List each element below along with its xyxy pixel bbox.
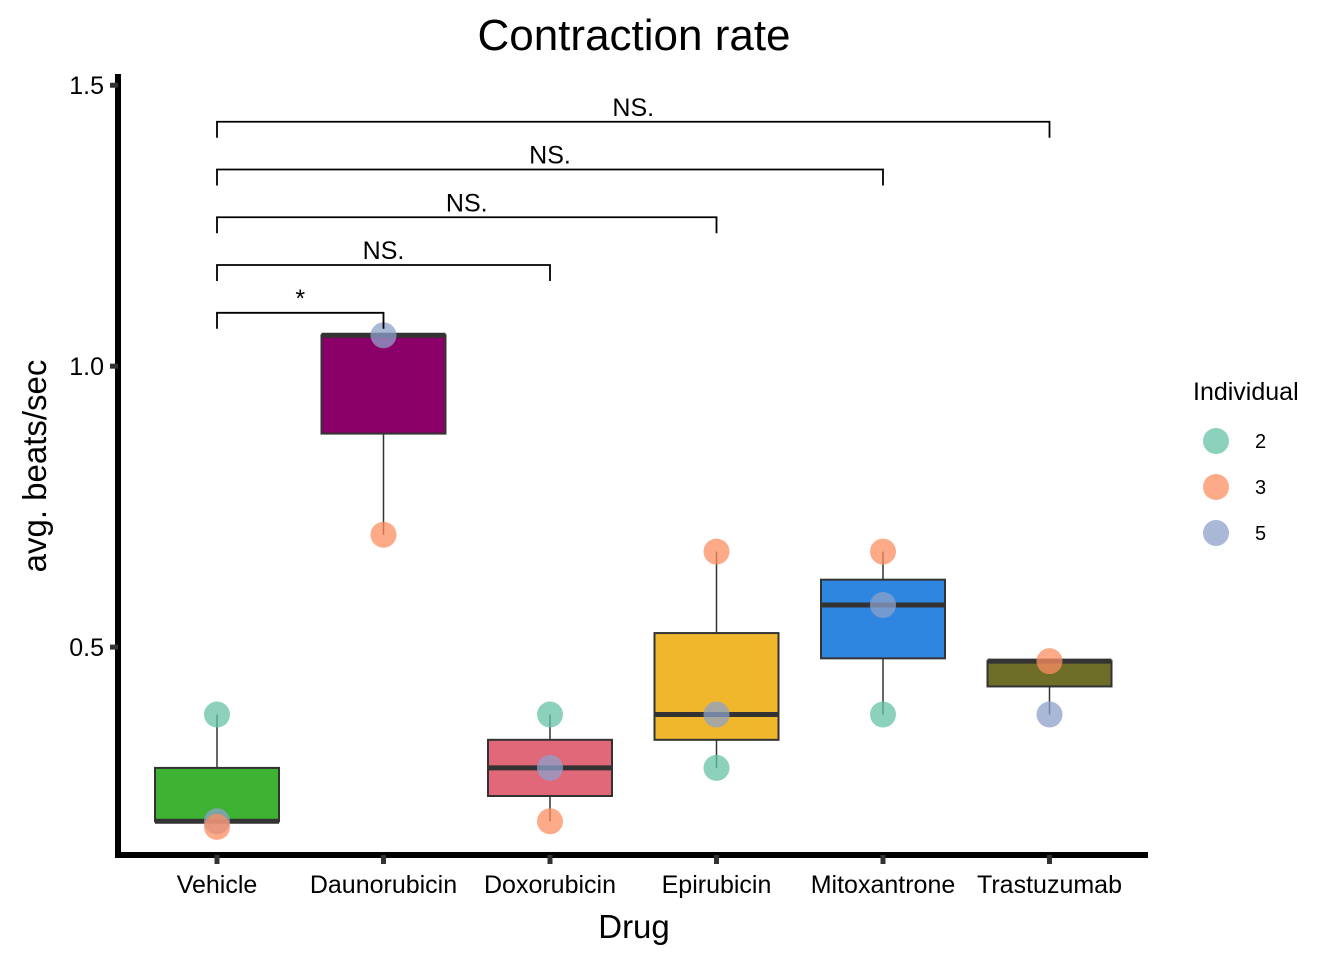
data-point-individual-3	[870, 538, 896, 565]
legend-key-2	[1203, 428, 1229, 454]
significance-bracket	[216, 168, 884, 186]
significance-label: NS.	[529, 142, 571, 170]
x-tick-label: Mitoxantrone	[811, 871, 956, 899]
significance-label: NS.	[446, 189, 488, 217]
data-point-individual-2	[703, 754, 730, 781]
chart-title: Contraction rate	[477, 11, 790, 60]
x-tick-label: Epirubicin	[662, 871, 772, 899]
legend-label: 2	[1255, 431, 1266, 453]
x-tick-label: Trastuzumab	[977, 871, 1122, 899]
legend: Individual 2 3 5	[1193, 378, 1299, 546]
data-point-individual-2	[537, 701, 563, 728]
legend-key-3	[1203, 474, 1229, 500]
box-mitoxantrone	[820, 578, 946, 660]
significance-bracket	[216, 311, 385, 329]
data-point-individual-5	[370, 322, 397, 349]
significance-label: NS.	[363, 237, 405, 265]
y-tick-label: 0.5	[69, 634, 104, 662]
legend-key-5	[1203, 520, 1229, 546]
legend-title: Individual	[1193, 378, 1299, 406]
plot-area: 0.5 1.0 1.5 Vehicle Daunorubicin Doxorubicin E…	[69, 72, 1148, 899]
box-daunorubicin	[320, 334, 447, 435]
data-point-individual-2	[204, 701, 230, 728]
legend-label: 3	[1255, 477, 1266, 499]
data-point-individual-2	[870, 701, 896, 728]
significance-bracket	[216, 264, 551, 282]
data-point-individual-3	[1036, 648, 1063, 675]
significance-label: *	[295, 285, 305, 313]
data-point-individual-3	[703, 538, 730, 565]
y-tick-label: 1.5	[69, 72, 104, 100]
data-point-individual-3	[370, 521, 397, 548]
data-point-individual-5	[1036, 701, 1063, 728]
data-point-individual-3	[537, 808, 563, 835]
significance-label: NS.	[612, 94, 654, 122]
x-tick-label: Daunorubicin	[310, 871, 457, 899]
x-axis-title: Drug	[598, 908, 670, 945]
data-point-individual-5	[870, 591, 896, 618]
significance-bracket	[216, 120, 1051, 138]
data-point-individual-3	[204, 813, 230, 840]
data-point-individual-5	[537, 754, 563, 781]
x-tick-label: Vehicle	[177, 871, 258, 899]
significance-bracket	[216, 216, 718, 234]
y-tick-label: 1.0	[69, 353, 104, 381]
legend-label: 5	[1255, 523, 1266, 545]
y-axis-title: avg. beats/sec	[16, 360, 53, 573]
x-tick-label: Doxorubicin	[484, 871, 616, 899]
data-point-individual-5	[703, 701, 730, 728]
